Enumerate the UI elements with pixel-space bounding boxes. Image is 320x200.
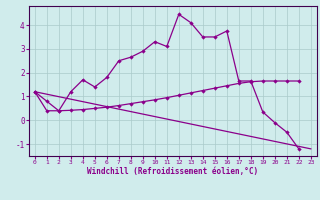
- X-axis label: Windchill (Refroidissement éolien,°C): Windchill (Refroidissement éolien,°C): [87, 167, 258, 176]
